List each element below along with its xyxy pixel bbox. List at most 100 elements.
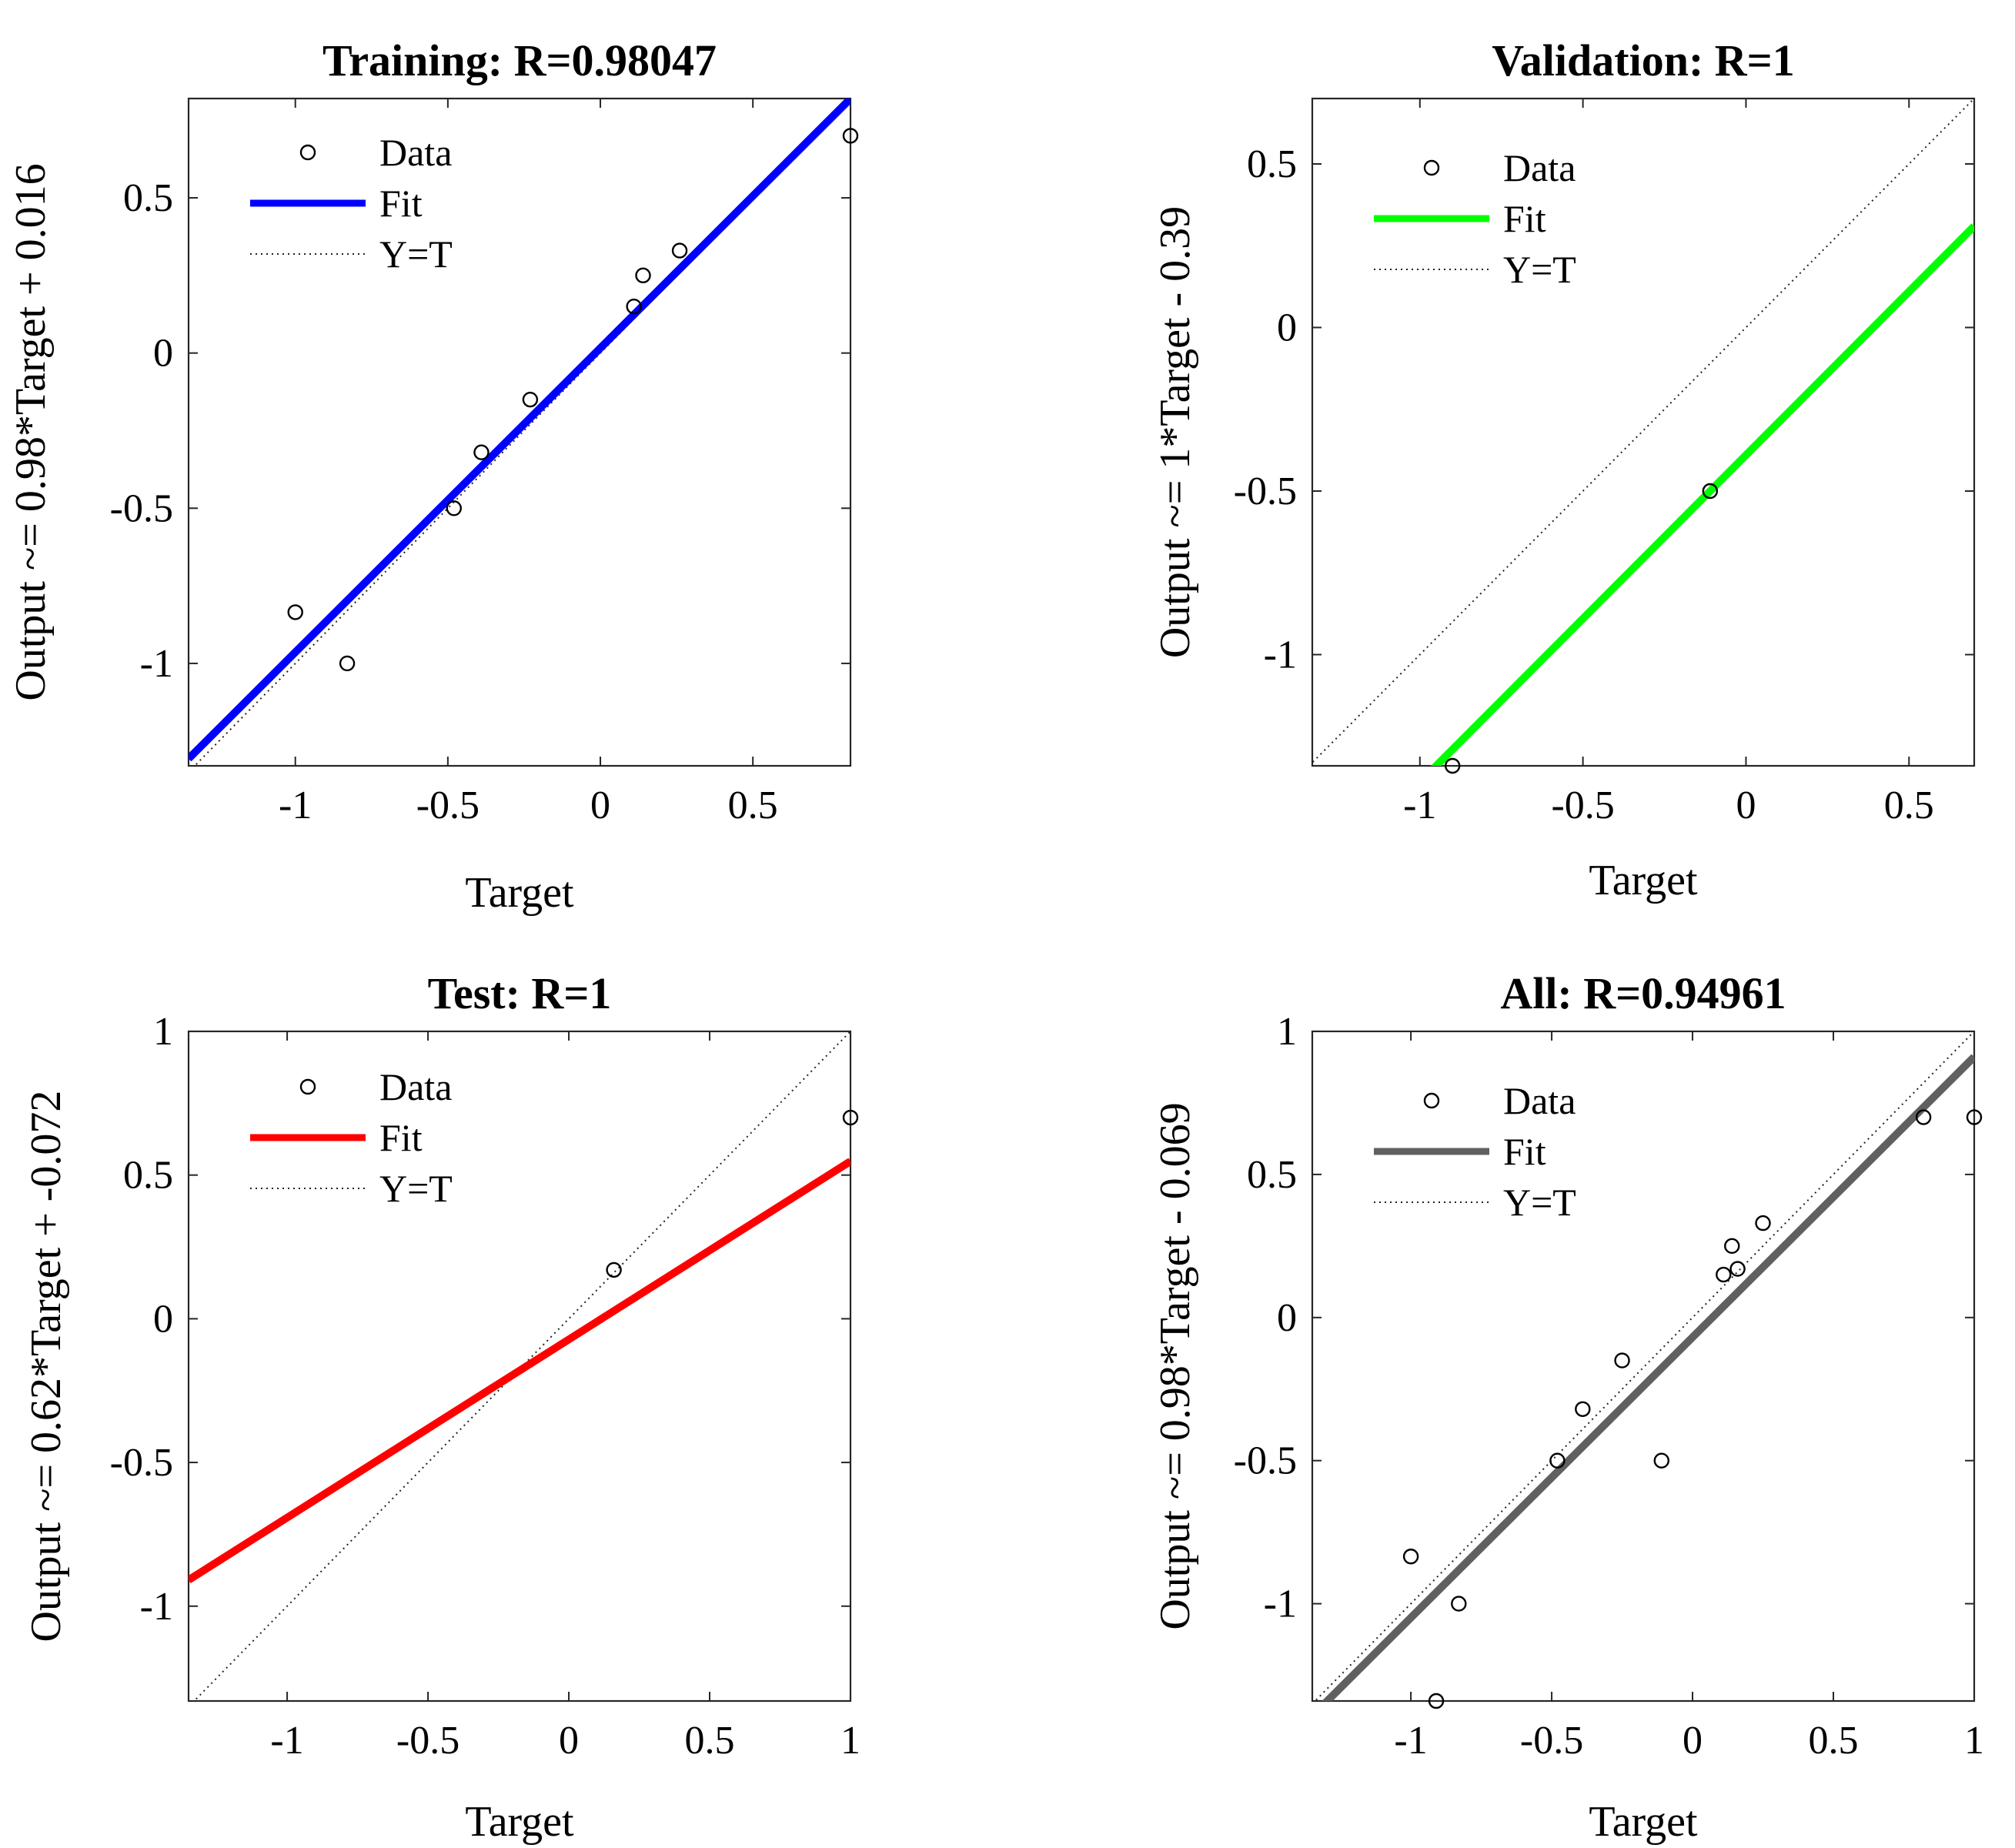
data-point bbox=[339, 655, 356, 672]
legend-label: Y=T bbox=[1503, 248, 1576, 291]
y-tick-label: 1 bbox=[1277, 1010, 1297, 1054]
legend-data-marker bbox=[1423, 1092, 1440, 1109]
x-tick-label: -1 bbox=[270, 1719, 303, 1763]
y-axis-label: Output ~= 0.98*Target - 0.069 bbox=[1151, 1102, 1199, 1629]
y-tick-label: 0.5 bbox=[1247, 1153, 1297, 1197]
x-tick-label: -1 bbox=[1394, 1719, 1427, 1763]
subplot-3: -1 -0.5 0 0.5 1 -1 -0.5 0 0.5 1 Data Fit Y=T Test: R=… bbox=[22, 968, 860, 1846]
data-point bbox=[1653, 1452, 1669, 1469]
x-tick-label: -1 bbox=[279, 784, 312, 827]
y-axis-label: Output ~= 0.98*Target + 0.016 bbox=[7, 163, 55, 700]
subplot-2: -1 -0.5 0 0.5 -1 -0.5 0 0.5 Data Fit Y=T Validation… bbox=[1151, 35, 1976, 904]
y-tick-label: -0.5 bbox=[110, 1441, 173, 1485]
legend-label: Data bbox=[1503, 146, 1576, 189]
legend: Data Fit Y=T bbox=[1374, 1079, 1576, 1224]
plot-area bbox=[189, 99, 850, 766]
x-axis-label: Target bbox=[1589, 857, 1698, 904]
data-point bbox=[473, 444, 490, 460]
legend-label: Data bbox=[379, 131, 452, 174]
data-point bbox=[1575, 1401, 1591, 1417]
y-tick-label: -1 bbox=[1264, 1582, 1297, 1626]
y-tick-label: 0.5 bbox=[123, 176, 173, 220]
fit-line bbox=[1322, 1054, 1974, 1701]
y-tick-label: 0 bbox=[1277, 306, 1297, 350]
legend-label: Fit bbox=[1503, 1130, 1546, 1173]
chart-title: Test: R=1 bbox=[428, 968, 612, 1018]
legend-label: Y=T bbox=[379, 1167, 453, 1210]
plot-area bbox=[189, 1031, 850, 1701]
y-tick-label: -0.5 bbox=[1234, 470, 1297, 513]
chart-title: All: R=0.94961 bbox=[1500, 968, 1786, 1018]
x-axis-label: Target bbox=[465, 1798, 574, 1846]
x-tick-label: -0.5 bbox=[1551, 784, 1614, 827]
y-tick-label: 0 bbox=[1277, 1296, 1297, 1340]
data-point bbox=[1702, 483, 1719, 500]
data-point bbox=[522, 391, 539, 408]
x-axis-label: Target bbox=[465, 869, 574, 917]
data-point bbox=[842, 128, 859, 144]
data-point bbox=[626, 298, 642, 315]
axes-box bbox=[1311, 1030, 1976, 1703]
data-point bbox=[1428, 1693, 1445, 1709]
axes-box bbox=[1311, 97, 1976, 767]
legend: Data Fit Y=T bbox=[1374, 146, 1576, 291]
chart-title: Training: R=0.98047 bbox=[322, 35, 717, 85]
y-tick-label: -1 bbox=[140, 642, 173, 686]
x-tick-label: 0.5 bbox=[1809, 1719, 1859, 1763]
y-tick-label: -0.5 bbox=[110, 486, 173, 530]
legend-data-marker bbox=[299, 1078, 316, 1095]
data-point bbox=[1402, 1549, 1419, 1565]
data-point bbox=[1549, 1452, 1566, 1469]
legend-label: Fit bbox=[379, 1116, 423, 1159]
data-point bbox=[1444, 757, 1461, 774]
plot-area bbox=[1314, 1031, 1974, 1701]
y-axis-label: Output ~= 1*Target - 0.39 bbox=[1151, 206, 1199, 658]
legend-label: Fit bbox=[1503, 197, 1546, 240]
y-tick-label: 1 bbox=[153, 1010, 173, 1054]
data-point bbox=[446, 500, 462, 516]
plot-area bbox=[1312, 99, 1974, 766]
data-point bbox=[1755, 1215, 1771, 1231]
subplot-1: -1 -0.5 0 0.5 -1 -0.5 0 0.5 Data Fit Y=T Training: … bbox=[7, 35, 859, 917]
x-axis-label: Target bbox=[1589, 1798, 1698, 1846]
x-tick-label: 1 bbox=[1964, 1719, 1984, 1763]
legend-label: Data bbox=[1503, 1079, 1576, 1122]
legend-data-marker bbox=[1423, 159, 1440, 176]
legend: Data Fit Y=T bbox=[250, 131, 453, 276]
legend-data-marker bbox=[299, 144, 316, 161]
data-point bbox=[671, 242, 688, 259]
x-tick-label: 1 bbox=[840, 1719, 860, 1763]
x-tick-label: -0.5 bbox=[416, 784, 480, 827]
y-axis-label: Output ~= 0.62*Target + -0.072 bbox=[22, 1091, 70, 1642]
identity-line bbox=[1312, 99, 1974, 764]
legend: Data Fit Y=T bbox=[250, 1065, 453, 1210]
legend-label: Fit bbox=[379, 182, 423, 225]
data-point bbox=[1724, 1238, 1740, 1255]
legend-label: Data bbox=[379, 1065, 452, 1108]
x-tick-label: -1 bbox=[1403, 784, 1436, 827]
subplot-4: -1 -0.5 0 0.5 1 -1 -0.5 0 0.5 1 Data Fit Y=T All: R=0… bbox=[1151, 968, 1984, 1846]
y-tick-label: -1 bbox=[140, 1585, 173, 1629]
data-point bbox=[1915, 1109, 1932, 1125]
x-tick-label: 0 bbox=[559, 1719, 579, 1763]
y-tick-label: 0.5 bbox=[1247, 142, 1297, 186]
data-point bbox=[1614, 1352, 1630, 1368]
fit-line bbox=[1430, 223, 1974, 766]
identity-line bbox=[192, 1031, 850, 1701]
y-tick-label: -0.5 bbox=[1234, 1439, 1297, 1483]
x-tick-label: -0.5 bbox=[1520, 1719, 1583, 1763]
x-tick-label: 0 bbox=[590, 784, 610, 827]
x-tick-label: 0 bbox=[1683, 1719, 1703, 1763]
x-tick-label: 0.5 bbox=[685, 1719, 735, 1763]
data-point bbox=[635, 267, 651, 284]
identity-line bbox=[1314, 1031, 1974, 1701]
data-point bbox=[606, 1262, 622, 1278]
y-tick-label: 0 bbox=[153, 1297, 173, 1341]
x-tick-label: -0.5 bbox=[396, 1719, 459, 1763]
legend-label: Y=T bbox=[379, 232, 453, 276]
fit-line bbox=[189, 99, 850, 762]
y-tick-label: 0 bbox=[153, 332, 173, 376]
data-point bbox=[287, 604, 303, 620]
data-point bbox=[1966, 1109, 1983, 1125]
